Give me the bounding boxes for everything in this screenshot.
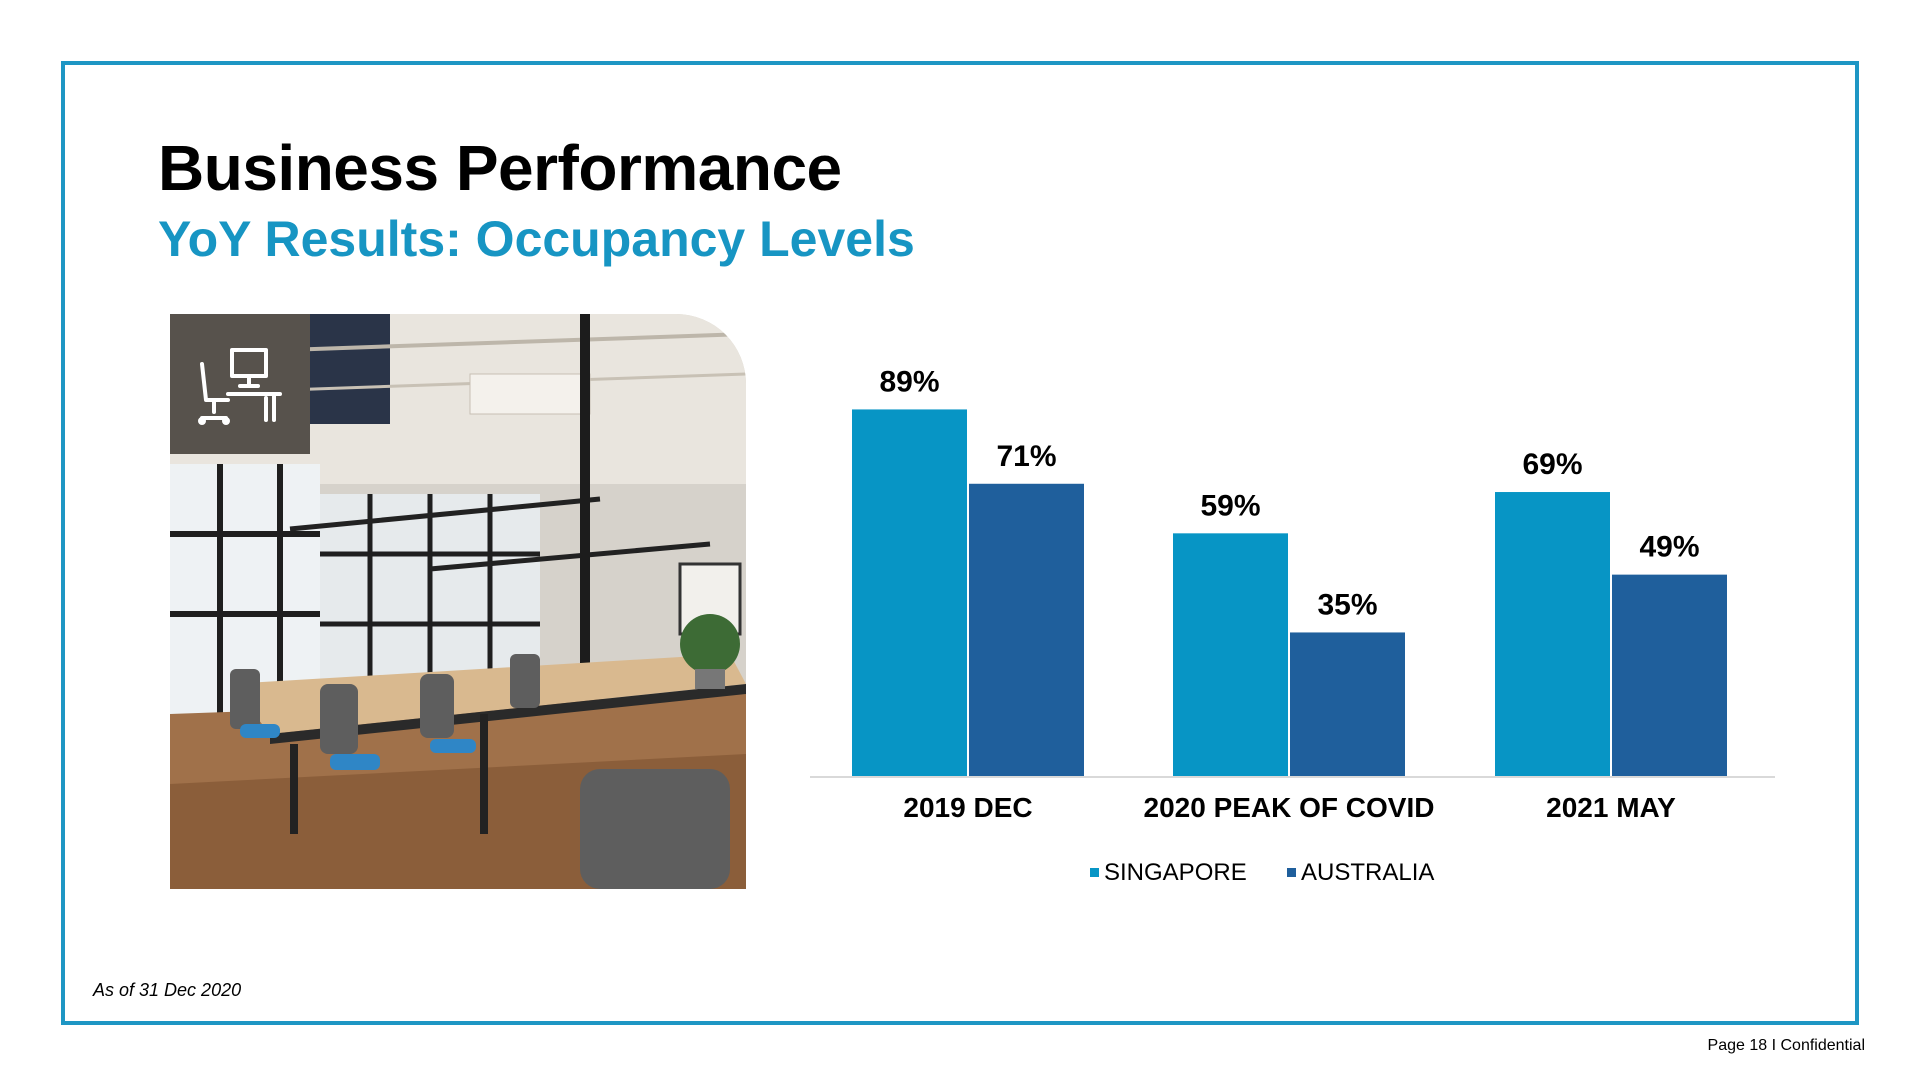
data-label: 89% [879, 365, 939, 398]
bar-singapore [852, 409, 967, 777]
legend-label: SINGAPORE [1104, 859, 1247, 886]
category-label: 2020 PEAK OF COVID [1144, 792, 1435, 823]
page-footer: Page 18 I Confidential [1707, 1037, 1865, 1054]
bar-australia [1612, 574, 1727, 777]
data-label: 71% [996, 440, 1056, 473]
legend-label: AUSTRALIA [1301, 859, 1434, 886]
category-label: 2019 DEC [903, 792, 1032, 823]
data-label: 59% [1200, 489, 1260, 522]
page-subtitle: YoY Results: Occupancy Levels [158, 211, 915, 267]
bar-australia [969, 483, 1084, 777]
slide-frame [61, 61, 1859, 1025]
data-label: 35% [1317, 588, 1377, 621]
bar-singapore [1495, 492, 1610, 777]
data-label: 69% [1522, 448, 1582, 481]
bar-singapore [1173, 533, 1288, 777]
as-of-note: As of 31 Dec 2020 [93, 980, 242, 1000]
desk-workstation-icon [170, 314, 310, 454]
category-label: 2021 MAY [1546, 792, 1676, 823]
office-photo [170, 314, 746, 889]
occupancy-bar-chart: 89% 71% 2019 DEC 59% 35% 2020 PEAK OF COVID 69… [810, 365, 1775, 886]
page-title: Business Performance [158, 132, 842, 204]
legend-swatch [1090, 868, 1099, 877]
data-label: 49% [1639, 531, 1699, 564]
legend-swatch [1287, 868, 1296, 877]
bar-australia [1290, 632, 1405, 777]
